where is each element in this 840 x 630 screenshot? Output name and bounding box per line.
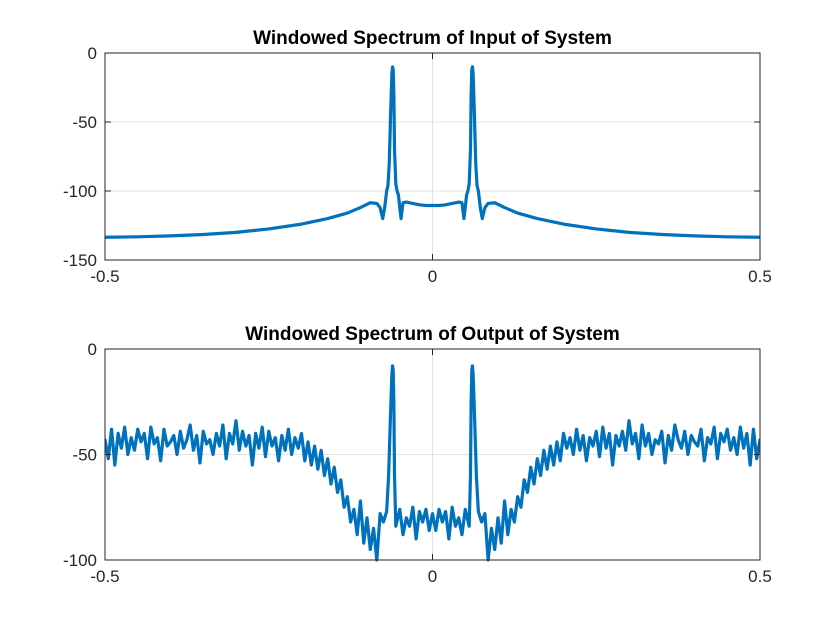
- y-tick-label: -50: [72, 113, 97, 132]
- x-tick-label: 0: [428, 267, 437, 286]
- subplot-output-spectrum: -0.5 0 0.5 0 -50 -100 Windowed Spectrum of Out…: [63, 324, 772, 586]
- chart-title: Windowed Spectrum of Output of System: [245, 324, 620, 345]
- x-tick-label: 0: [428, 567, 437, 586]
- y-tick-label: -50: [72, 446, 97, 465]
- x-tick-label: 0.5: [748, 567, 772, 586]
- x-tick-label: 0.5: [748, 267, 772, 286]
- y-tick-label: -100: [63, 551, 97, 570]
- y-tick-label: -100: [63, 182, 97, 201]
- x-tick-label: -0.5: [90, 567, 119, 586]
- y-tick-label: 0: [88, 340, 97, 359]
- y-tick-label: 0: [88, 44, 97, 63]
- subplot-input-spectrum: -0.5 0 0.5 0 -50 -100 -150 Windowed Spectrum of…: [63, 28, 772, 286]
- chart-title: Windowed Spectrum of Input of System: [253, 28, 612, 49]
- x-tick-label: -0.5: [90, 267, 119, 286]
- series-line: [105, 364, 760, 562]
- y-tick-label: -150: [63, 251, 97, 270]
- series-line: [105, 65, 760, 239]
